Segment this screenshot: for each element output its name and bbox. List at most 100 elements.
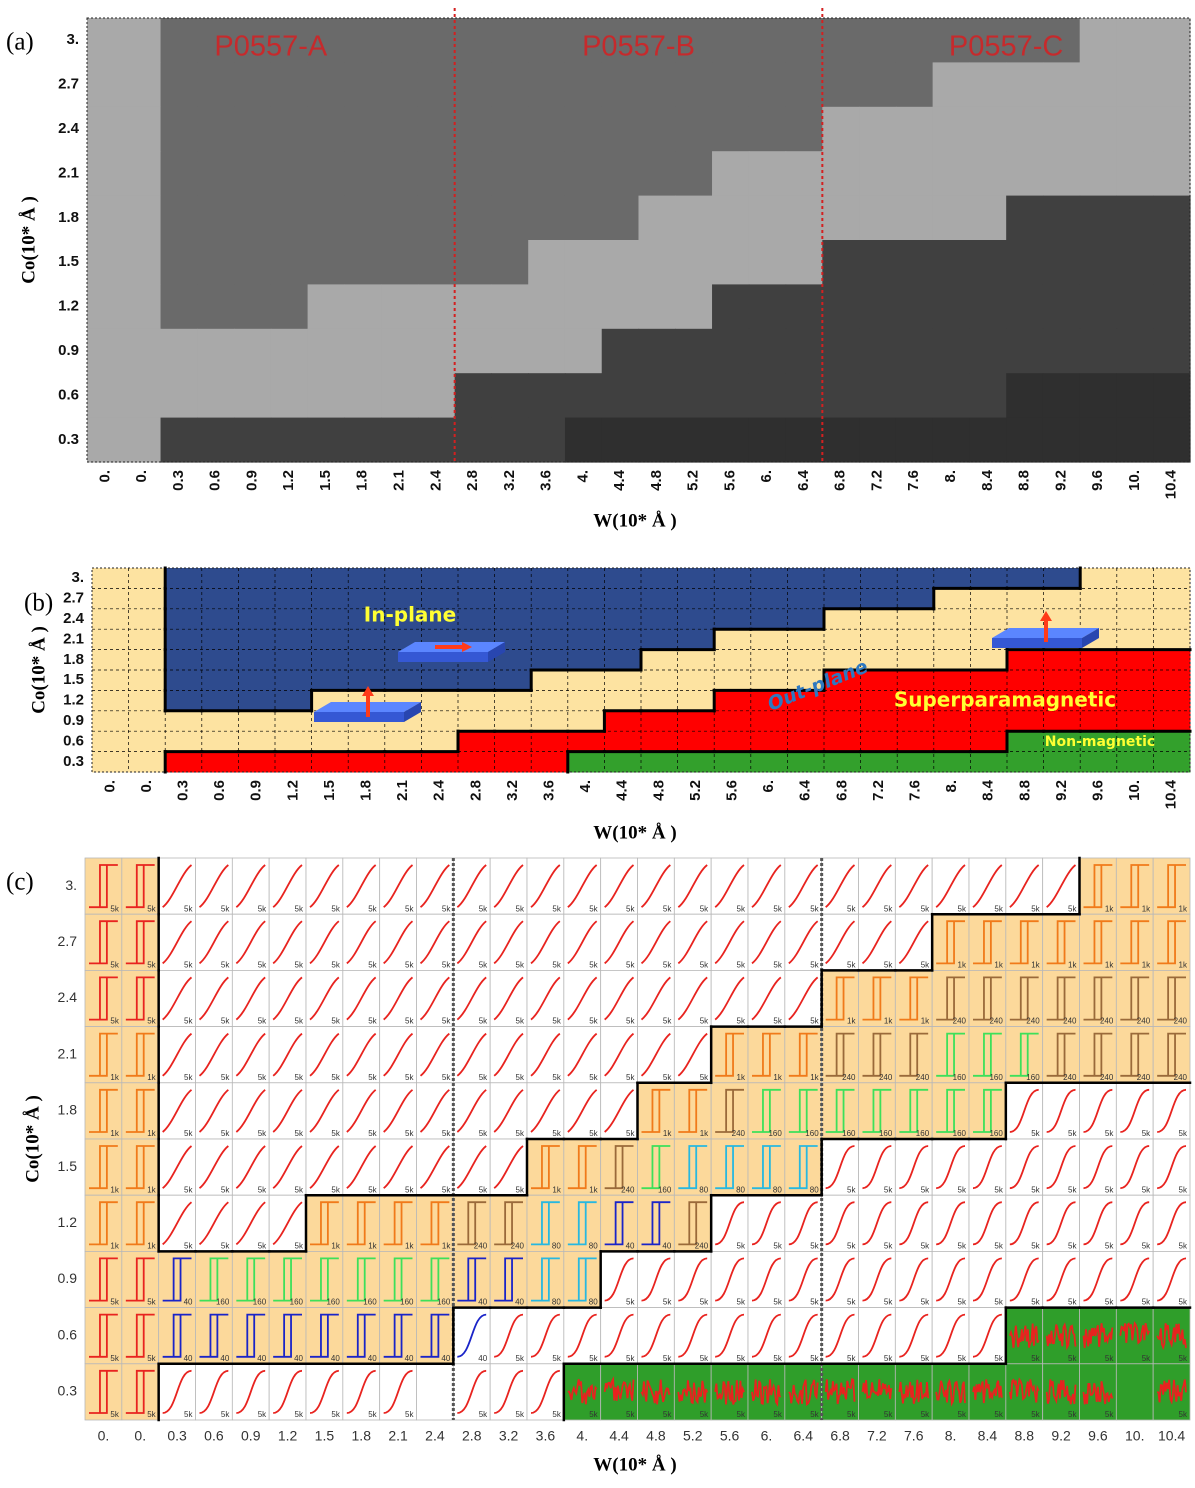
field-scale-label: 240 xyxy=(1137,1017,1151,1026)
phase-cell xyxy=(202,650,239,671)
field-scale-label: 5k xyxy=(295,1242,304,1251)
y-tick-label: 1.8 xyxy=(58,1102,78,1118)
field-scale-label: 1k xyxy=(847,1017,856,1026)
x-tick-label: 0. xyxy=(134,1428,146,1444)
phase-cell xyxy=(604,731,641,752)
map-cell xyxy=(712,62,749,107)
x-tick-label: 6. xyxy=(761,1428,773,1444)
phase-cell xyxy=(787,650,824,671)
map-cell xyxy=(602,329,639,374)
field-scale-label: 5k xyxy=(737,1017,746,1026)
map-cell xyxy=(822,196,859,241)
field-scale-label: 5k xyxy=(663,1354,672,1363)
y-tick-label: 1.2 xyxy=(58,1214,78,1230)
map-cell xyxy=(161,284,198,329)
map-cell xyxy=(749,18,786,63)
x-tick-label: 5.6 xyxy=(723,780,740,801)
field-scale-label: 5k xyxy=(221,1073,230,1082)
field-scale-label: 5k xyxy=(516,961,525,970)
phase-cell xyxy=(568,752,605,773)
map-cell xyxy=(344,62,381,107)
phase-cell xyxy=(934,711,971,732)
field-scale-label: 5k xyxy=(368,1017,377,1026)
field-scale-label: 5k xyxy=(847,961,856,970)
map-cell xyxy=(749,240,786,285)
map-cell xyxy=(969,373,1006,418)
map-cell xyxy=(602,418,639,463)
map-cell xyxy=(933,151,970,196)
map-cell xyxy=(565,107,602,152)
map-cell xyxy=(602,240,639,285)
map-cell xyxy=(712,284,749,329)
field-scale-label: 1k xyxy=(921,1017,930,1026)
x-tick-label: 0. xyxy=(96,470,113,483)
map-cell xyxy=(1153,62,1190,107)
map-cell xyxy=(418,418,455,463)
field-scale-label: 5k xyxy=(700,1073,709,1082)
phase-cell xyxy=(751,588,788,609)
phase-cell xyxy=(129,670,166,691)
field-scale-label: 160 xyxy=(253,1298,267,1307)
map-cell xyxy=(1006,240,1043,285)
phase-cell xyxy=(458,609,495,630)
field-scale-label: 1k xyxy=(1068,961,1077,970)
field-scale-label: 1k xyxy=(1031,961,1040,970)
panel-label: (a) xyxy=(6,29,34,56)
x-tick-label: 6.8 xyxy=(832,470,849,491)
phase-cell xyxy=(934,588,971,609)
field-scale-label: 5k xyxy=(810,904,819,913)
map-cell xyxy=(859,418,896,463)
sample-label: P0557-A xyxy=(214,31,328,63)
map-cell xyxy=(969,329,1006,374)
phase-cell xyxy=(641,609,678,630)
field-scale-label: 5k xyxy=(700,1017,709,1026)
field-scale-label: 5k xyxy=(626,1354,635,1363)
map-cell xyxy=(344,284,381,329)
field-scale-label: 5k xyxy=(773,1354,782,1363)
field-scale-label: 1k xyxy=(368,1242,377,1251)
field-scale-label: 5k xyxy=(479,961,488,970)
x-axis-label: W(10* Å ) xyxy=(593,510,676,531)
phase-cell xyxy=(165,629,202,650)
field-scale-label: 80 xyxy=(736,1185,745,1194)
phase-cell xyxy=(824,588,861,609)
field-scale-label: 5k xyxy=(1105,1129,1114,1138)
phase-cell xyxy=(202,731,239,752)
field-scale-label: 5k xyxy=(589,1017,598,1026)
map-cell xyxy=(161,373,198,418)
field-scale-label: 1k xyxy=(1105,961,1114,970)
phase-cell xyxy=(897,711,934,732)
field-scale-label: 5k xyxy=(847,1410,856,1419)
y-axis-label: Co(10* Å ) xyxy=(18,196,39,284)
map-cell xyxy=(749,284,786,329)
field-scale-label: 5k xyxy=(589,1354,598,1363)
phase-cell xyxy=(348,670,385,691)
map-cell xyxy=(161,18,198,63)
map-cell xyxy=(639,284,676,329)
map-cell xyxy=(1116,62,1153,107)
field-scale-label: 80 xyxy=(589,1242,598,1251)
phase-cell xyxy=(312,609,349,630)
figure: 5k 5k 5k 5k 5k 5k 5k 5k 5k 5k 5k 5k 5k 5k 5k 5k 5k 5k 5k 5k… xyxy=(0,0,1195,1488)
phase-cell xyxy=(458,588,495,609)
field-scale-label: 5k xyxy=(1068,1354,1077,1363)
field-scale-label: 5k xyxy=(847,1242,856,1251)
x-tick-label: 9.2 xyxy=(1052,470,1069,491)
map-cell xyxy=(565,240,602,285)
phase-cell xyxy=(934,568,971,589)
phase-cell xyxy=(1007,650,1044,671)
map-cell xyxy=(271,329,308,374)
phase-cell xyxy=(861,690,898,711)
field-scale-label: 5k xyxy=(884,961,893,970)
map-cell xyxy=(786,373,823,418)
map-cell xyxy=(969,240,1006,285)
map-cell xyxy=(161,62,198,107)
field-scale-label: 5k xyxy=(737,904,746,913)
field-scale-label: 40 xyxy=(257,1354,266,1363)
map-cell xyxy=(197,284,234,329)
field-scale-label: 5k xyxy=(331,1410,340,1419)
field-scale-label: 40 xyxy=(220,1354,229,1363)
phase-cell xyxy=(641,690,678,711)
phase-cell xyxy=(312,752,349,773)
phase-cell xyxy=(1153,568,1190,589)
